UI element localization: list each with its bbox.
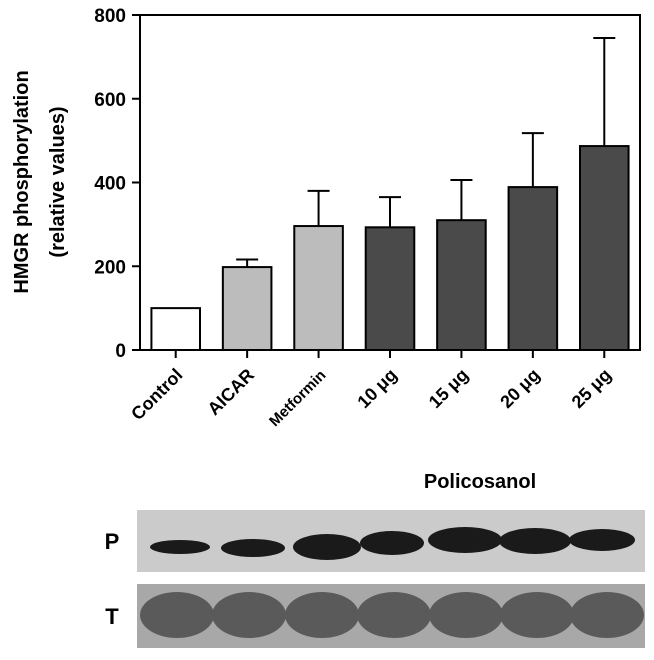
blot-bands-p (150, 527, 635, 560)
y-axis-title-line: (relative values) (47, 106, 69, 257)
blot-group-label: Policosanol (424, 471, 536, 493)
y-tick-label: 0 (115, 341, 126, 362)
x-tick-label: Control (127, 365, 186, 424)
y-tick-label: 400 (94, 174, 126, 195)
x-tick-label: Metformin (266, 367, 329, 430)
x-tick-label: 25 μg (568, 365, 615, 412)
y-tick-label: 200 (94, 257, 126, 278)
x-tick-label: 15 μg (425, 365, 472, 412)
blot-bands-t (140, 592, 644, 638)
x-tick-label: 20 μg (496, 365, 543, 412)
x-tick-label: 10 μg (353, 365, 400, 412)
y-tick-label: 600 (94, 90, 126, 111)
bar (436, 219, 487, 351)
y-axis-title-line: HMGR phosphorylation (11, 70, 33, 293)
blot-row-label: T (105, 604, 119, 629)
blot-row-label: P (105, 529, 120, 554)
bar (579, 145, 630, 351)
bar (221, 266, 273, 351)
y-axis-title: HMGR phosphorylation (relative values) (11, 70, 69, 293)
bar (293, 225, 344, 351)
y-tick-label: 800 (94, 6, 126, 27)
bar (150, 307, 202, 351)
x-tick-label: AICAR (204, 365, 258, 419)
bar (364, 226, 416, 351)
bar (507, 186, 559, 351)
